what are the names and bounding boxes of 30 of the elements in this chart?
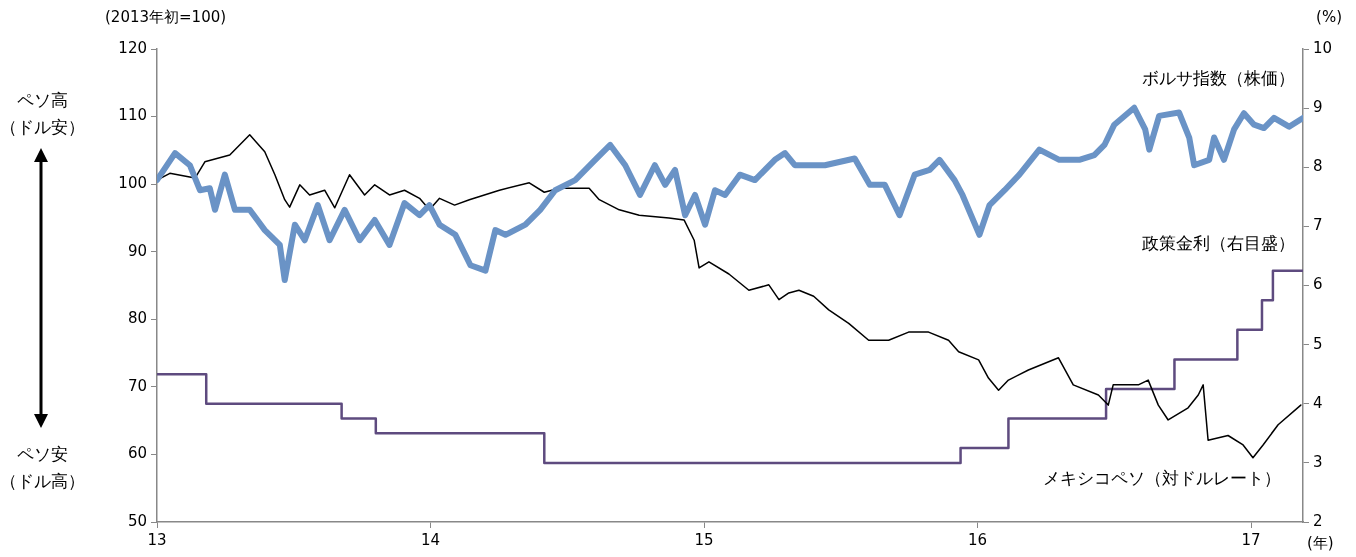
- y2-axis-title: (%): [1316, 7, 1342, 26]
- y-tick-label: 80: [127, 309, 147, 328]
- x-tick-label: 15: [694, 530, 714, 549]
- y-tick-label: 120: [118, 38, 147, 57]
- y-tick-label: 60: [127, 444, 147, 463]
- y2-tick-label: 7: [1313, 216, 1323, 235]
- series-label: 政策金利（右目盛）: [1142, 233, 1295, 254]
- y2-tick-label: 2: [1313, 511, 1323, 530]
- y-tick-label: 100: [118, 174, 147, 193]
- y2-tick-label: 8: [1313, 157, 1323, 176]
- y-axis-title: (2013年初=100): [105, 7, 227, 26]
- series-label: ボルサ指数（株価）: [1142, 68, 1295, 89]
- text: ペソ高（ドル安）: [0, 90, 85, 138]
- series-label: メキシコペソ（対ドルレート）: [1042, 467, 1281, 488]
- x-tick-label: 17: [1241, 530, 1261, 549]
- y2-tick-label: 4: [1313, 393, 1323, 412]
- y-tick-label: 110: [118, 106, 147, 125]
- y2-tick-label: 6: [1313, 275, 1323, 294]
- y-tick-label: 90: [127, 241, 147, 260]
- x-tick-label: 14: [420, 530, 441, 549]
- y2-tick-label: 9: [1313, 98, 1323, 117]
- y2-tick-label: 10: [1313, 38, 1333, 57]
- y-tick-label: 50: [127, 511, 147, 530]
- x-tick-label: 16: [967, 530, 988, 549]
- x-axis-title: (年): [1307, 533, 1334, 552]
- x-tick-label: 13: [147, 530, 167, 549]
- y-tick-label: 70: [127, 376, 147, 395]
- text: ペソ安（ドル高）: [0, 444, 85, 492]
- y2-tick-label: 3: [1313, 452, 1323, 471]
- y2-tick-label: 5: [1313, 334, 1323, 353]
